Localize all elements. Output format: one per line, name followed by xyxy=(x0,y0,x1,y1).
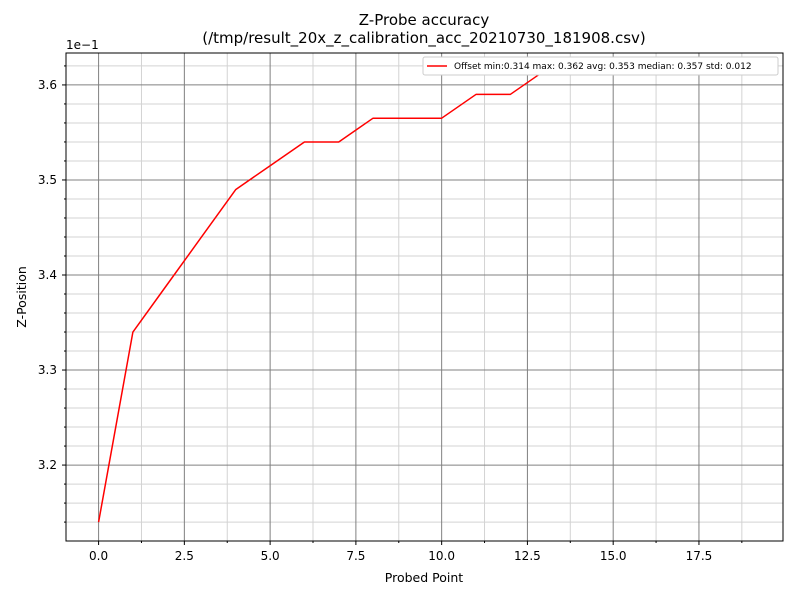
minor-grid xyxy=(66,53,783,541)
legend-box xyxy=(422,56,779,76)
axes-frame xyxy=(65,52,784,542)
chart-subtitle: (/tmp/result_20x_z_calibration_acc_20210… xyxy=(202,29,646,48)
x-tick-label: 0.0 xyxy=(89,549,108,563)
y-tick-label: 3.6 xyxy=(38,78,57,92)
x-tick-label: 2.5 xyxy=(175,549,194,563)
x-tick-label: 17.5 xyxy=(686,549,713,563)
y-axis-ticks: 3.2 3.3 3.4 3.5 3.6 xyxy=(38,65,66,523)
y-tick-label: 3.3 xyxy=(38,363,57,377)
x-tick-label: 10.0 xyxy=(428,549,455,563)
x-tick-label: 7.5 xyxy=(346,549,365,563)
x-tick-label: 15.0 xyxy=(600,549,627,563)
chart-title: Z-Probe accuracy xyxy=(359,11,490,29)
legend-entry-label: Offset min:0.314 max: 0.362 avg: 0.353 m… xyxy=(454,62,752,72)
legend: Offset min:0.314 max: 0.362 avg: 0.353 m… xyxy=(422,56,779,76)
y-tick-label: 3.2 xyxy=(38,458,57,472)
y-axis-label: Z-Position xyxy=(14,266,29,328)
x-tick-label: 5.0 xyxy=(261,549,280,563)
y-offset-text: 1e−1 xyxy=(66,38,99,52)
x-tick-label: 12.5 xyxy=(514,549,541,563)
y-tick-label: 3.5 xyxy=(38,173,57,187)
major-grid xyxy=(66,53,783,541)
y-tick-label: 3.4 xyxy=(38,268,57,282)
x-axis-label: Probed Point xyxy=(385,570,463,585)
x-axis-ticks: 0.0 2.5 5.0 7.5 10.0 12.5 15.0 17.5 xyxy=(89,541,743,563)
